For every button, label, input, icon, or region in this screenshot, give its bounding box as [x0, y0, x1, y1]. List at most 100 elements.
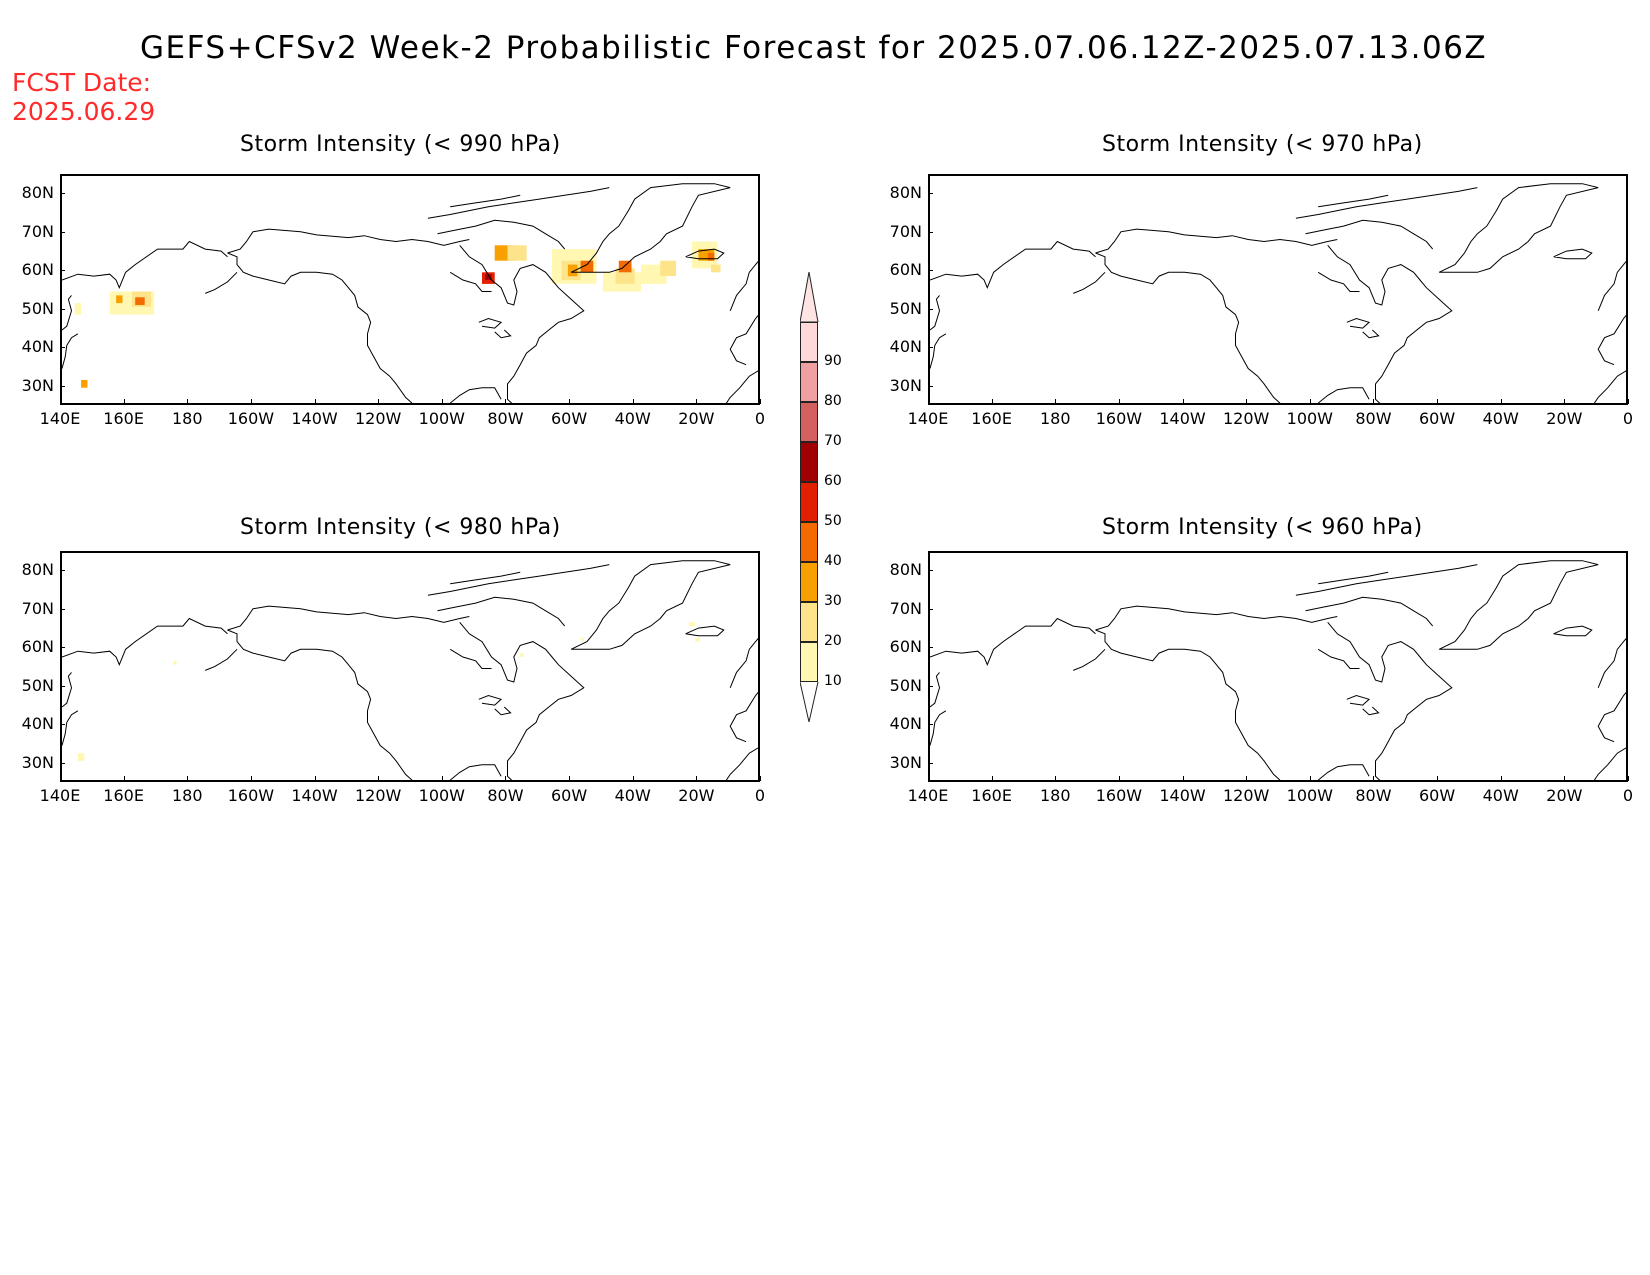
coastline [1362, 706, 1380, 716]
lat-tick [928, 231, 933, 233]
lat-tick-label: 40N [889, 714, 922, 734]
lon-tick-label: 160E [103, 786, 144, 805]
lon-tick-label: 180 [171, 786, 203, 805]
lat-tick-label: 50N [21, 298, 54, 318]
coastline [62, 672, 73, 708]
lon-tick-label: 60W [1418, 786, 1456, 805]
coastline [570, 183, 731, 273]
lat-tick [928, 647, 933, 649]
coastline [478, 694, 503, 706]
coastline [1305, 219, 1434, 250]
lon-tick [1500, 399, 1502, 404]
lon-tick-label: 100W [418, 786, 465, 805]
lon-tick [505, 776, 507, 781]
lon-tick-label: 140W [1159, 786, 1206, 805]
lon-tick-label: 80W [487, 786, 524, 805]
lon-tick-label: 140W [291, 786, 338, 805]
lat-tick [928, 570, 933, 572]
lat-tick [60, 647, 65, 649]
lat-tick [60, 685, 65, 687]
probability-cell [77, 753, 85, 761]
lon-tick-label: 140W [291, 409, 338, 428]
lat-tick [928, 762, 933, 764]
colorbar-swatch [800, 602, 818, 642]
lon-tick-label: 120W [354, 786, 402, 805]
coastline [725, 747, 758, 780]
lon-tick-label: 140E [907, 786, 949, 805]
forecast-date-value: 2025.06.29 [12, 97, 156, 126]
lat-tick [928, 385, 933, 387]
coastline [227, 605, 470, 631]
coastline [1317, 764, 1370, 780]
lon-tick [250, 776, 252, 781]
coastline [1553, 248, 1593, 260]
lat-tick-label: 30N [889, 375, 922, 395]
lat-tick [928, 685, 933, 687]
coastline [62, 240, 228, 290]
probability-cell [74, 303, 82, 315]
coastline [1597, 691, 1626, 743]
lon-tick-label: 0 [1622, 786, 1634, 805]
probability-cell [688, 622, 696, 627]
coastline [1597, 314, 1626, 366]
probability-cell [507, 245, 527, 261]
coastline [1073, 271, 1106, 294]
coastline [62, 710, 79, 746]
lon-tick [1628, 776, 1629, 781]
coastline [227, 252, 413, 403]
probability-cell [698, 249, 715, 261]
lon-tick [1118, 399, 1120, 404]
coastline [1095, 605, 1338, 631]
coastline [494, 706, 512, 716]
probability-cell [580, 637, 584, 642]
lat-tick-label: 80N [21, 183, 54, 203]
coastline [1095, 228, 1338, 254]
lat-tick [928, 193, 933, 195]
lat-tick-label: 40N [21, 714, 54, 734]
lat-tick [60, 193, 65, 195]
lon-tick-label: 20W [678, 409, 715, 428]
lon-tick-label: 160E [971, 786, 1012, 805]
coastline [1346, 694, 1371, 706]
coastline [437, 596, 566, 627]
lat-tick-label: 80N [889, 560, 922, 580]
lat-tick [60, 608, 65, 610]
map-panel-980 [60, 551, 760, 782]
coastline [685, 625, 725, 637]
lon-tick [187, 399, 189, 404]
coastline [729, 260, 758, 311]
lat-tick [928, 308, 933, 310]
lon-tick-label: 60W [550, 409, 588, 428]
coastline [930, 617, 1096, 667]
coastline [427, 187, 610, 219]
coastline [685, 248, 725, 260]
lat-tick-label: 50N [21, 675, 54, 695]
lon-tick [441, 776, 443, 781]
coastline [1317, 387, 1370, 403]
lon-tick-label: 100W [418, 409, 465, 428]
coastline [478, 317, 503, 329]
colorbar-swatch [800, 442, 818, 482]
lon-tick-label: 120W [1222, 786, 1270, 805]
probability-cell [81, 380, 88, 388]
lat-tick-label: 50N [889, 675, 922, 695]
lon-tick [187, 776, 189, 781]
coastline [725, 370, 758, 403]
lon-tick-label: 40W [614, 409, 651, 428]
coastline [1438, 560, 1599, 650]
lon-tick [441, 399, 443, 404]
forecast-date-label: FCST Date: [12, 68, 152, 97]
lon-tick-label: 100W [1286, 409, 1333, 428]
coastline [449, 271, 492, 292]
lon-tick [123, 776, 125, 781]
coastline [1095, 252, 1281, 403]
coastline [729, 314, 758, 366]
coastline [1597, 260, 1626, 311]
colorbar-level-label: 10 [824, 673, 842, 689]
coastline [227, 629, 413, 780]
coastline [1327, 621, 1453, 780]
lon-tick-label: 0 [754, 786, 766, 805]
coastline [1317, 271, 1360, 292]
map-svg [930, 560, 1626, 780]
coastline [449, 648, 492, 669]
